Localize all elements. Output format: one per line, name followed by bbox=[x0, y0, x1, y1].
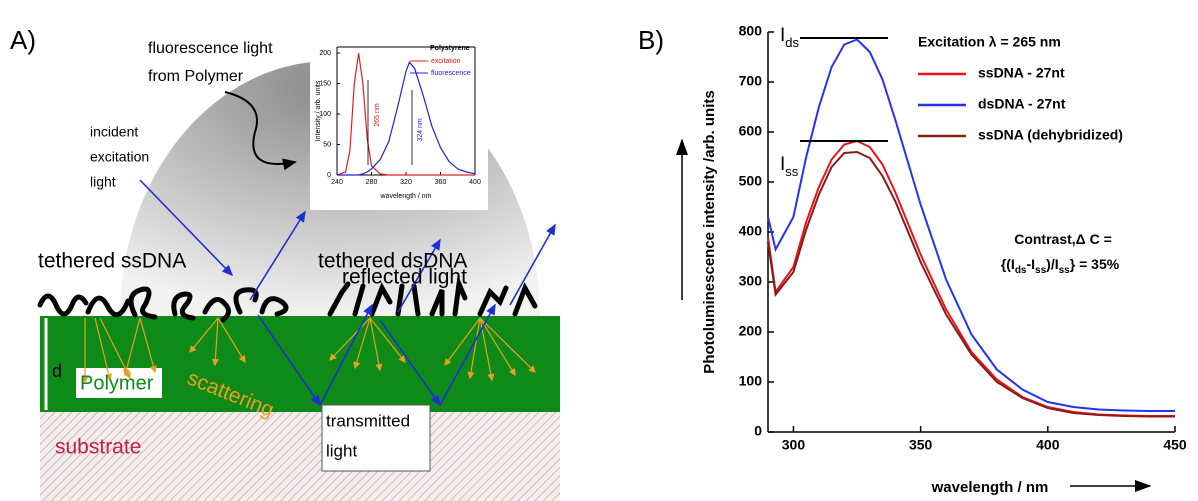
y-tick-label: 500 bbox=[739, 173, 763, 189]
fluorescence-label: fluorescence light bbox=[148, 40, 273, 57]
substrate-layer bbox=[40, 412, 560, 501]
x-tick-label: 450 bbox=[1163, 437, 1187, 453]
y-tick-label: 800 bbox=[739, 23, 763, 39]
annotation-text: I bbox=[780, 25, 785, 46]
annotation-text: } = 35% bbox=[1070, 256, 1120, 272]
light-rays bbox=[139, 179, 556, 407]
annotation: 324 nm bbox=[417, 118, 424, 142]
y-tick-label: 200 bbox=[319, 50, 331, 57]
dna-strands bbox=[37, 274, 538, 323]
legend-label: excitation bbox=[431, 58, 461, 65]
chart-title: Polystyrene bbox=[430, 45, 470, 52]
x-tick-label: 280 bbox=[366, 179, 378, 186]
annotation: Contrast,Δ C = bbox=[1014, 231, 1112, 247]
y-tick-label: 200 bbox=[739, 323, 763, 339]
legend-title: Excitation λ = 265 nm bbox=[918, 34, 1061, 50]
legend-label: fluorescence bbox=[431, 70, 471, 77]
thickness-label: d bbox=[52, 361, 62, 381]
x-tick-label: 350 bbox=[909, 437, 933, 453]
annotation-text: -I bbox=[1026, 256, 1035, 272]
annotation-text: I bbox=[780, 154, 785, 175]
x-tick-label: 320 bbox=[400, 179, 412, 186]
scattering-arrows bbox=[81, 317, 536, 384]
subscript: ds bbox=[785, 35, 799, 50]
annotation: Ids bbox=[780, 25, 800, 50]
series-line bbox=[767, 38, 1175, 412]
emission-arrow bbox=[224, 91, 297, 171]
x-tick-label: 400 bbox=[469, 179, 481, 186]
panel-label: A) bbox=[10, 25, 36, 55]
x-tick-label: 360 bbox=[435, 179, 447, 186]
incident-label: incident bbox=[90, 124, 138, 140]
reflected-label: reflected light bbox=[342, 266, 467, 289]
series-line bbox=[336, 53, 475, 176]
inset-background bbox=[310, 40, 488, 210]
ssdna-label: tethered ssDNA bbox=[38, 250, 186, 273]
x-axis-title: wavelength / nm bbox=[380, 193, 432, 200]
series-line bbox=[337, 61, 476, 176]
x-tick-label: 300 bbox=[782, 437, 806, 453]
dsdna-label: tethered dsDNA bbox=[318, 250, 467, 273]
legend-label: ssDNA (dehybridized) bbox=[978, 127, 1123, 143]
subscript: ds bbox=[1015, 265, 1027, 276]
annotation: Iss bbox=[780, 154, 799, 179]
panel-a bbox=[37, 40, 560, 501]
x-axis-title: wavelength / nm bbox=[931, 479, 1049, 496]
x-tick-label: 240 bbox=[331, 179, 343, 186]
transmitted-label: transmitted bbox=[326, 411, 410, 430]
substrate-label: substrate bbox=[55, 436, 141, 459]
subscript: ss bbox=[785, 164, 799, 179]
subscript: ss bbox=[1059, 265, 1071, 276]
y-tick-label: 0 bbox=[327, 172, 331, 179]
legend-label: dsDNA - 27nt bbox=[978, 96, 1066, 112]
polymer-label-box bbox=[76, 368, 162, 398]
y-axis-title: Intensity / arb. units bbox=[315, 80, 322, 141]
subscript: ss bbox=[1035, 265, 1047, 276]
y-tick-label: 100 bbox=[739, 373, 763, 389]
y-tick-label: 600 bbox=[739, 123, 763, 139]
panel-label: B) bbox=[638, 25, 664, 55]
incident-label: excitation bbox=[90, 149, 149, 165]
y-axis-title: Photoluminescence intensity /arb. units bbox=[701, 90, 718, 373]
transmitted-label: light bbox=[326, 441, 357, 460]
annotation: 265 nm bbox=[374, 103, 381, 127]
y-tick-label: 700 bbox=[739, 73, 763, 89]
y-tick-label: 100 bbox=[319, 111, 331, 118]
annotation: {(Ids-Iss)/Iss} = 35% bbox=[1001, 256, 1120, 276]
incident-label: light bbox=[90, 174, 116, 190]
legend-label: ssDNA - 27nt bbox=[978, 65, 1065, 81]
transmitted-box bbox=[321, 404, 431, 472]
annotation-text: Contrast,Δ C = bbox=[1014, 231, 1112, 247]
x-tick-label: 400 bbox=[1036, 437, 1060, 453]
series-line bbox=[767, 150, 1175, 418]
annotation-text: )/I bbox=[1046, 256, 1058, 272]
y-tick-label: 300 bbox=[739, 273, 763, 289]
series-line bbox=[767, 139, 1175, 417]
y-tick-label: 150 bbox=[319, 80, 331, 87]
polymer-label: Polymer bbox=[80, 372, 154, 394]
fluorescence-label: from Polymer bbox=[148, 68, 244, 85]
y-tick-label: 50 bbox=[323, 141, 331, 148]
annotation-text: {(I bbox=[1001, 256, 1015, 272]
y-tick-label: 0 bbox=[754, 423, 762, 439]
y-tick-label: 400 bbox=[739, 223, 763, 239]
